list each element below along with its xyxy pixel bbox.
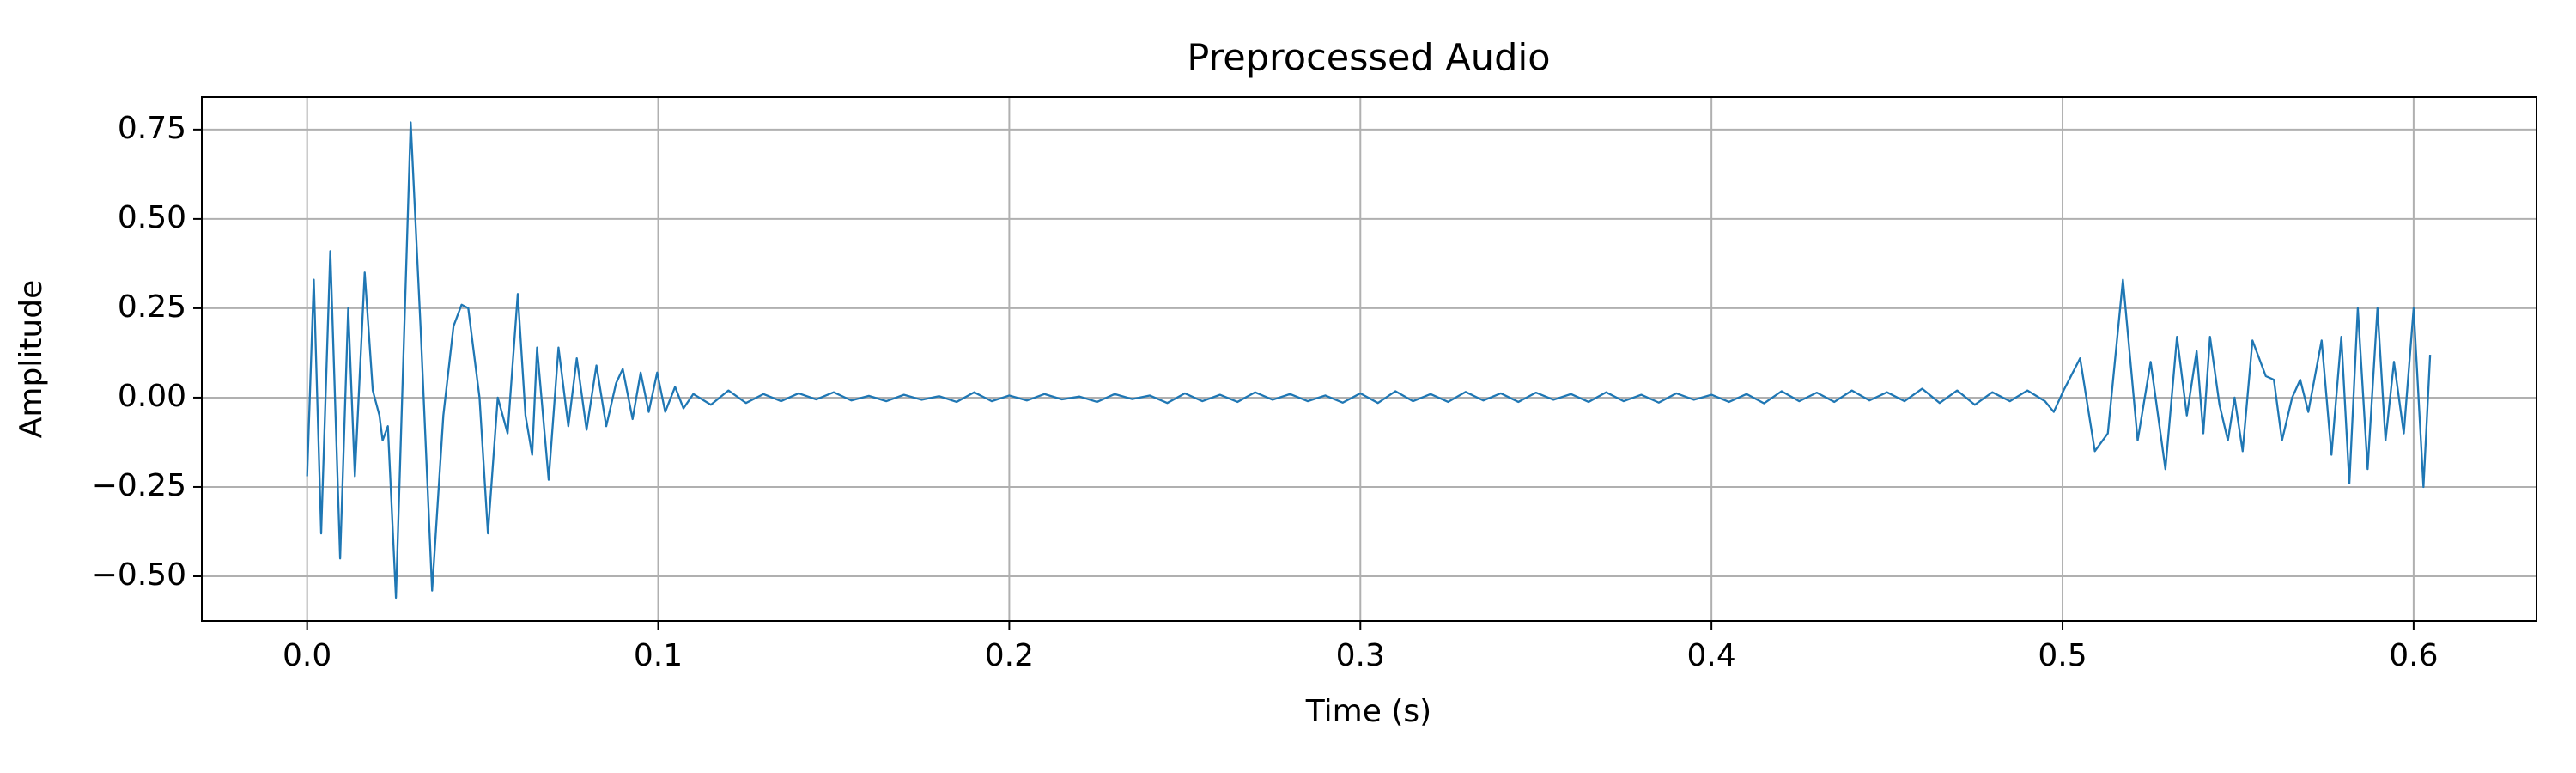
x-tick-label: 0.4: [1687, 638, 1736, 673]
y-tick-label: 0.75: [118, 111, 186, 146]
x-tick-label: 0.0: [283, 638, 331, 673]
y-tick-label: −0.50: [92, 557, 186, 593]
chart-title: Preprocessed Audio: [1187, 37, 1550, 80]
x-tick-label: 0.2: [985, 638, 1034, 673]
y-tick-label: 0.25: [118, 289, 186, 325]
x-tick-label: 0.5: [2038, 638, 2087, 673]
y-tick-label: 0.50: [118, 200, 186, 235]
x-axis-label: Time (s): [1305, 694, 1431, 729]
x-tick-label: 0.3: [1336, 638, 1385, 673]
y-tick-label: 0.00: [118, 379, 186, 414]
y-axis-label: Amplitude: [14, 280, 49, 438]
x-tick-label: 0.1: [634, 638, 683, 673]
waveform-line: [306, 121, 2432, 600]
plot-frame: [201, 96, 2537, 622]
x-tick-label: 0.6: [2389, 638, 2438, 673]
y-tick-label: −0.25: [92, 468, 186, 503]
